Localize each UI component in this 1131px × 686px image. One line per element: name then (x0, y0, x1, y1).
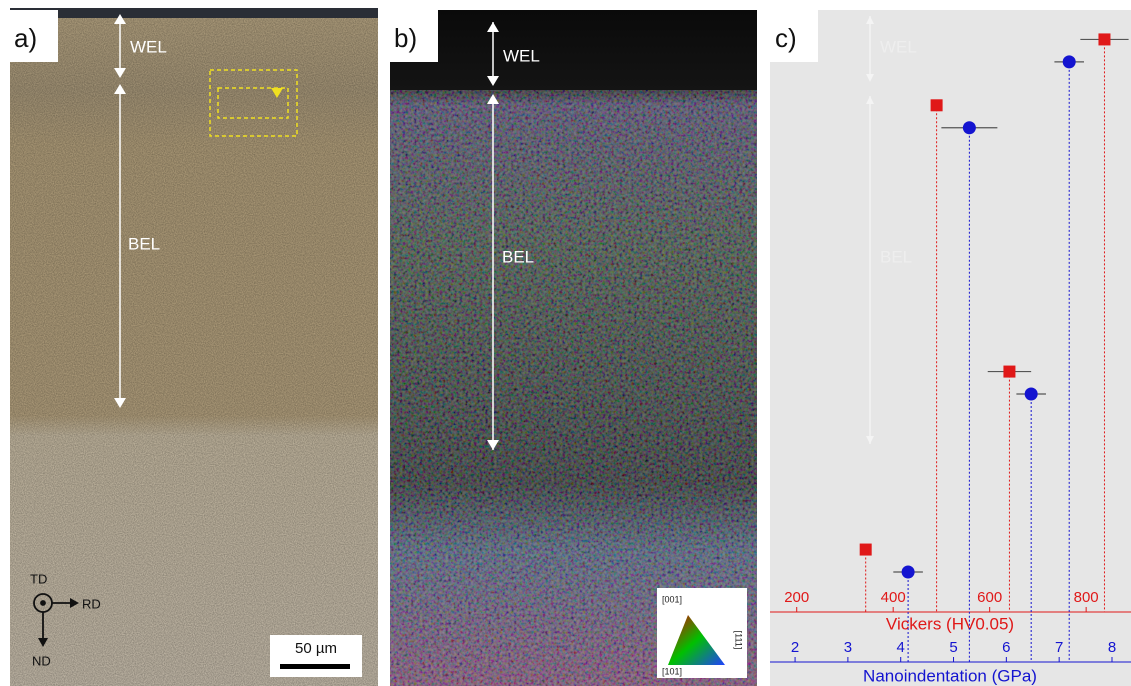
point (1063, 55, 1076, 68)
axis-title: Nanoindentation (GPa) (863, 666, 1037, 685)
panel-c: c) WEL BEL 200 400 600 800 Vickers (HV0.05) 2… (770, 10, 1131, 686)
tick-label: 3 (844, 639, 852, 656)
scale-label: 50 µm (295, 640, 337, 657)
tick-label: 7 (1055, 639, 1063, 656)
tick-label: 6 (1002, 639, 1010, 656)
point (931, 99, 943, 111)
tick-label: 8 (1108, 639, 1116, 656)
point (902, 565, 915, 578)
point (1025, 387, 1038, 400)
nd-label: ND (32, 653, 51, 668)
wel-label: WEL (130, 37, 167, 56)
texture (10, 10, 378, 686)
panel-a: a) WEL BEL TD RD ND 50 µm (10, 8, 378, 686)
ipf-101: [101] (662, 666, 682, 676)
panel-label: c) (775, 23, 797, 53)
point (963, 121, 976, 134)
axis-title: Vickers (HV0.05) (886, 614, 1014, 633)
wel-label: WEL (880, 37, 917, 56)
ipf-111: [111] (734, 631, 744, 650)
tick-label: 2 (791, 639, 799, 656)
figure: a) WEL BEL TD RD ND 50 µm b) W (0, 0, 1131, 686)
point (860, 544, 872, 556)
chart-background (770, 10, 1131, 686)
point (1003, 366, 1015, 378)
panel-b: b) WEL BEL [001] [101] [111] (390, 10, 757, 686)
bel-label: BEL (880, 247, 912, 266)
bel-label: BEL (128, 234, 160, 253)
panel-label: b) (394, 23, 417, 53)
tick-label: 800 (1074, 589, 1099, 606)
rd-label: RD (82, 596, 101, 611)
point (1098, 33, 1110, 45)
tick-label: 5 (949, 639, 957, 656)
ipf-001: [001] (662, 594, 682, 604)
scale-bar (280, 664, 350, 669)
edge (10, 8, 378, 18)
tick-label: 200 (784, 589, 809, 606)
tick-label: 400 (881, 589, 906, 606)
wel-label: WEL (503, 46, 540, 65)
tick-label: 4 (897, 639, 905, 656)
panel-label: a) (14, 23, 37, 53)
tick-label: 600 (977, 589, 1002, 606)
bel-label: BEL (502, 247, 534, 266)
td-label: TD (30, 571, 47, 586)
